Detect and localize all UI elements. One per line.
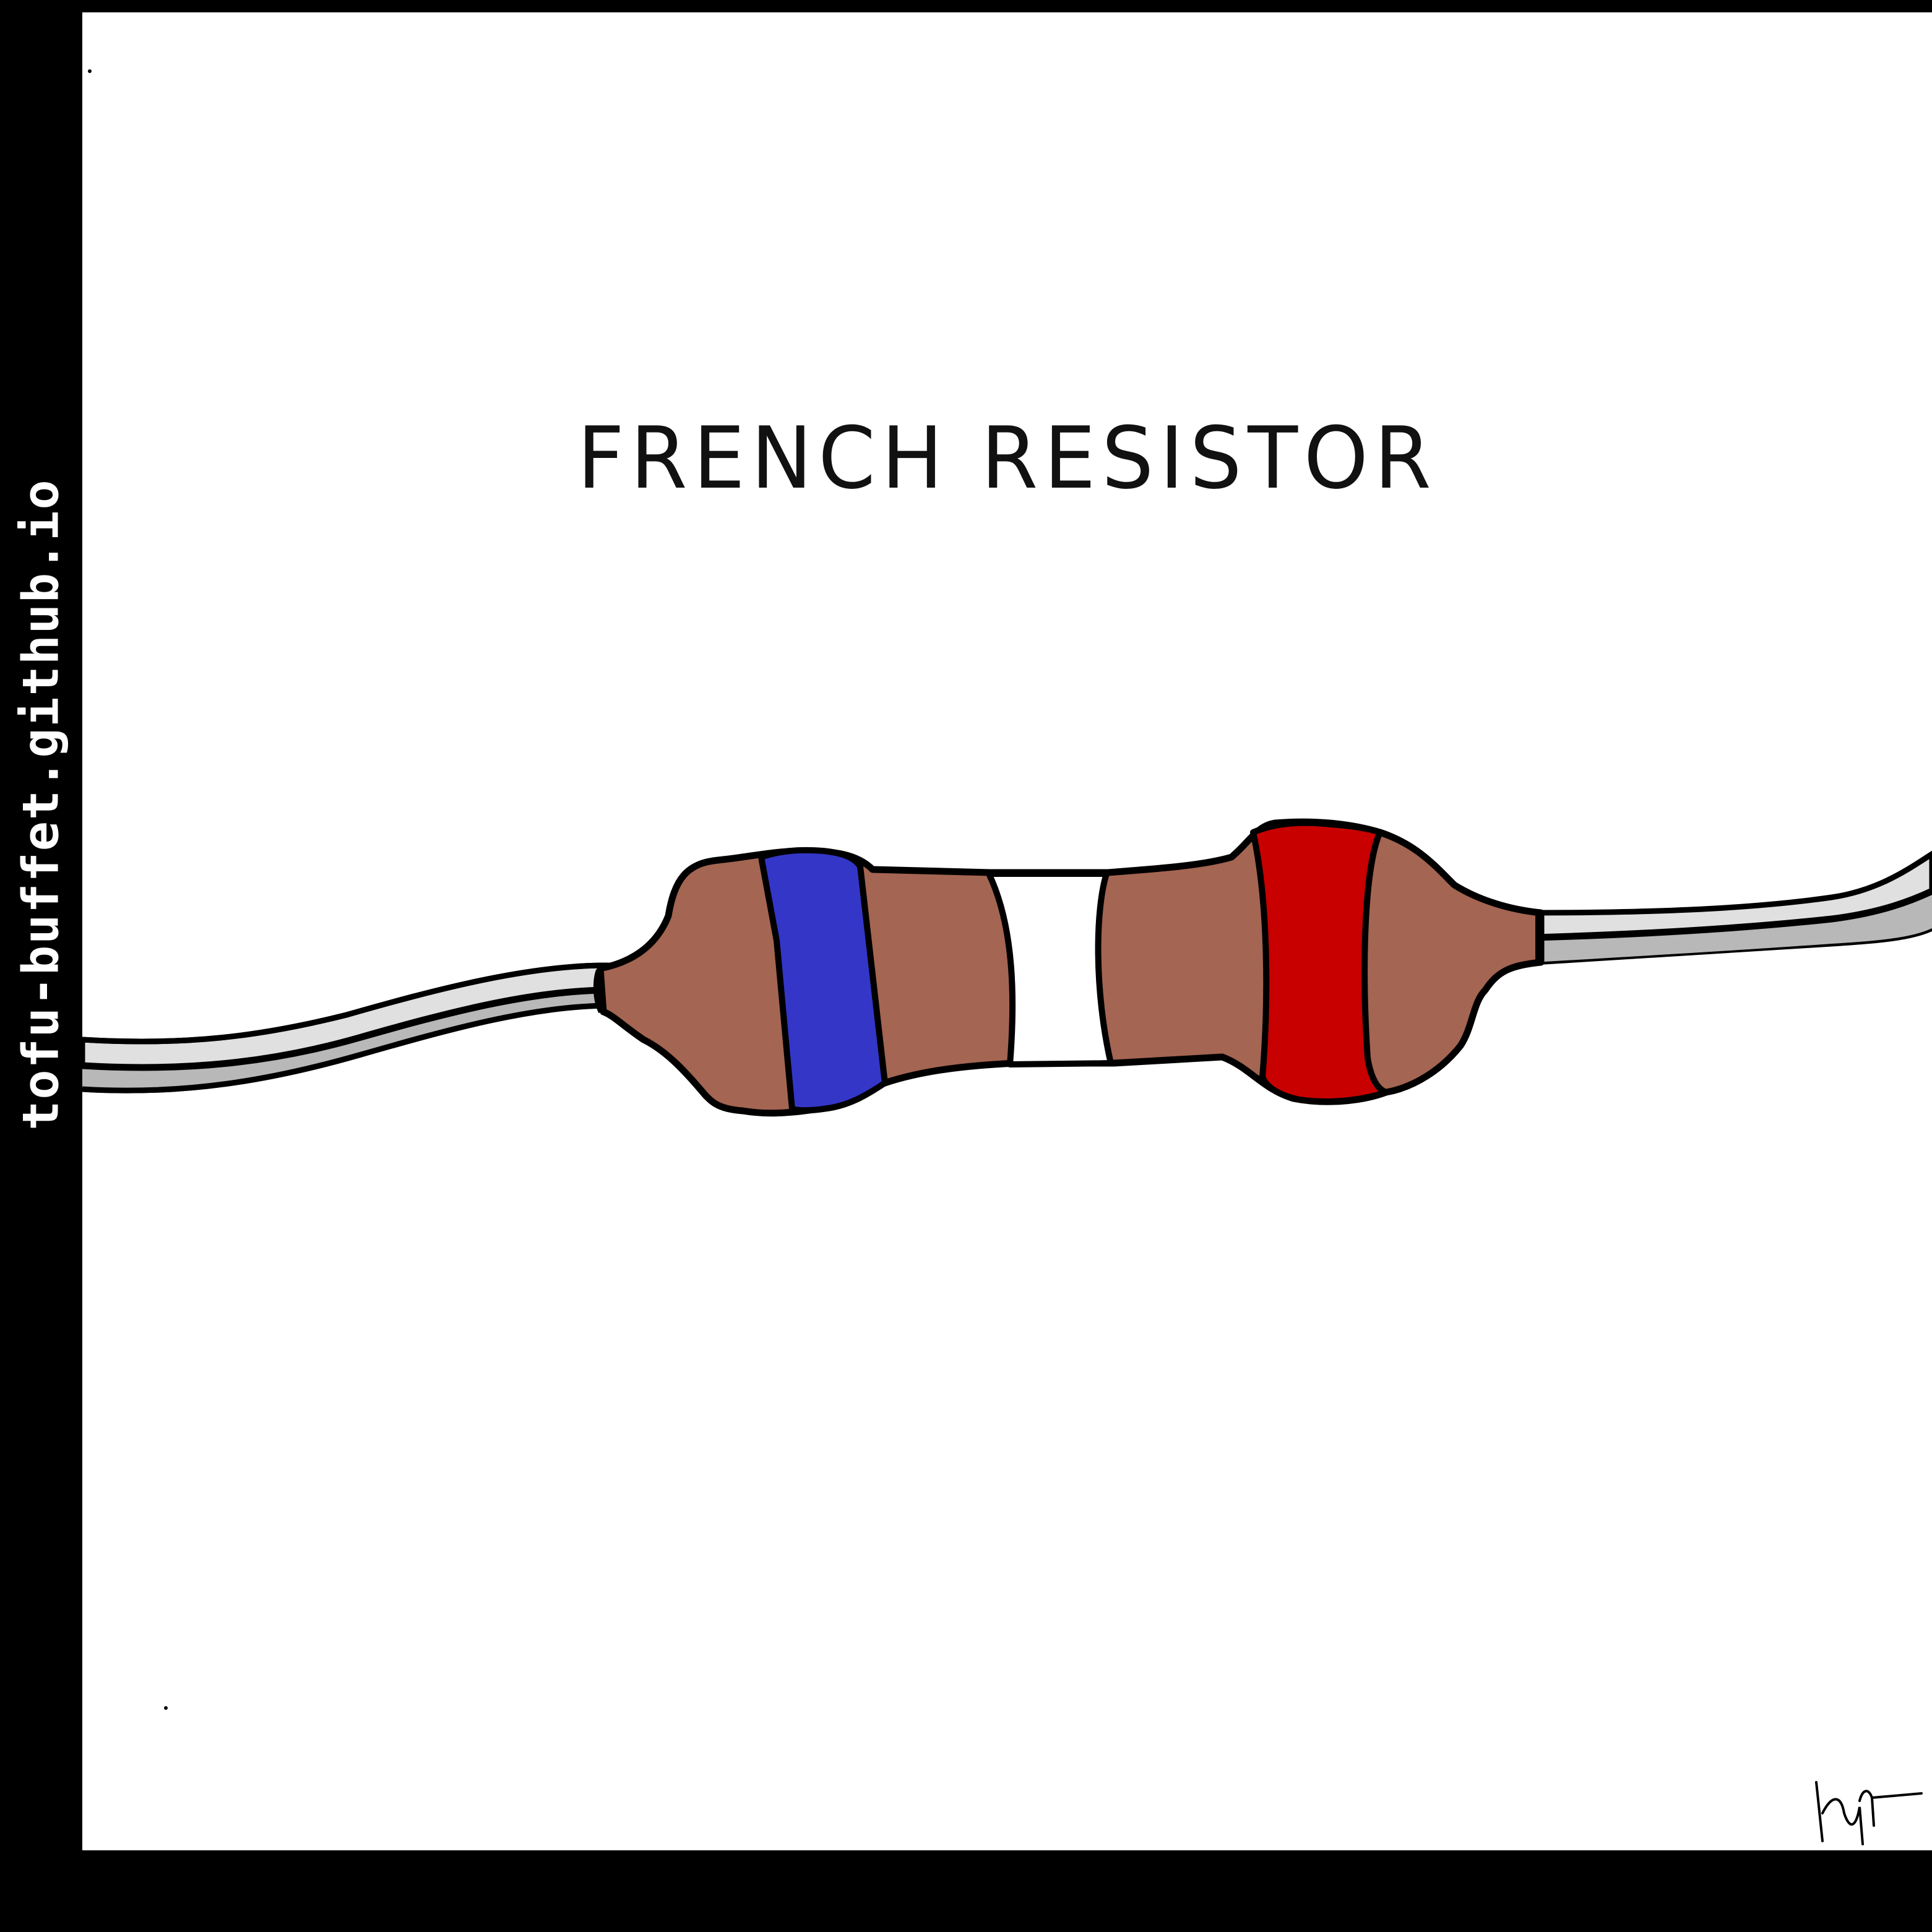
left-lead-icon (82, 962, 613, 1093)
right-lead-icon (1532, 850, 1932, 965)
resistor-icon (593, 818, 1545, 1117)
signature-icon (1815, 1781, 1923, 1845)
site-watermark: tofu-buffet.github.io (12, 478, 70, 1131)
speck-dot (88, 69, 92, 73)
comic-panel: FRENCH RESISTOR (82, 12, 1932, 1850)
speck-dot (164, 1706, 168, 1710)
comic-title: FRENCH RESISTOR (577, 408, 1438, 508)
resistor-illustration (82, 69, 1932, 1845)
